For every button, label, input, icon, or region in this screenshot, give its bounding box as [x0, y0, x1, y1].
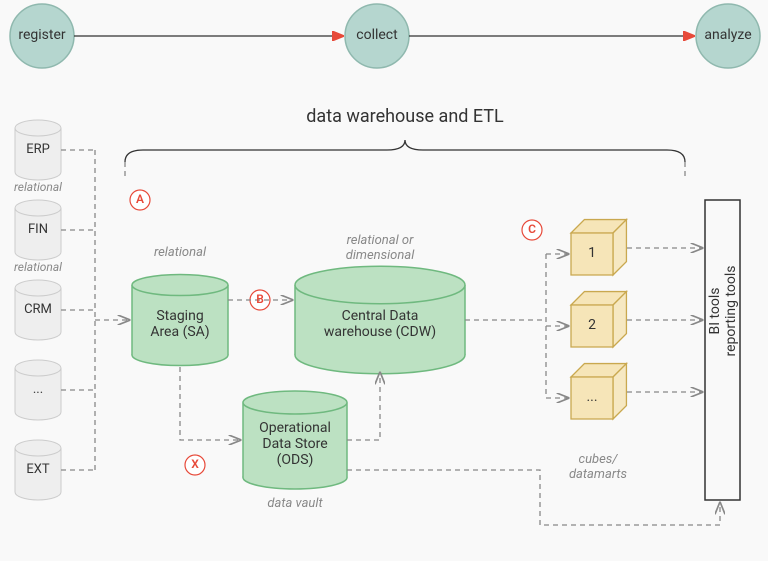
conn-sa-ods: [180, 367, 240, 440]
staging-area-label: Staging Area (SA): [122, 308, 238, 340]
cube-2-label: ...: [571, 389, 613, 405]
stage-register-label: register: [7, 27, 77, 43]
marker-b-label: B: [250, 292, 270, 306]
cube-0-label: 1: [571, 245, 613, 261]
operational-data-store-label: Operational Data Store (ODS): [233, 420, 357, 468]
cubes-caption: cubes/ datamarts: [548, 452, 648, 482]
conn-ods-bi: [347, 470, 720, 525]
source-fin-label: FIN: [13, 222, 63, 237]
operational-data-store: [243, 391, 347, 414]
source-fin-top: [15, 200, 61, 216]
source-erp-label: ERP: [13, 142, 63, 157]
source-...-top: [15, 360, 61, 376]
source-crm-label: CRM: [13, 302, 63, 317]
source-crm-top: [15, 280, 61, 296]
diagram-title: data warehouse and ETL: [205, 106, 605, 127]
brace: [125, 140, 685, 162]
source-erp-top: [15, 120, 61, 136]
marker-a-label: A: [130, 192, 150, 206]
stage-collect-label: collect: [342, 27, 412, 43]
marker-x-label: X: [185, 457, 205, 471]
central-data-warehouse: [295, 266, 465, 303]
cube-1-label: 2: [571, 317, 613, 333]
sa-caption: relational: [130, 245, 230, 260]
source-ext-top: [15, 440, 61, 456]
staging-area: [132, 274, 228, 295]
ods-caption: data vault: [235, 496, 355, 511]
source-erp-caption: relational: [3, 180, 73, 194]
source-fin-caption: relational: [3, 260, 73, 274]
source-ext-label: EXT: [13, 462, 63, 477]
source-...-label: ...: [13, 382, 63, 397]
stage-analyze-label: analyze: [693, 27, 763, 43]
bi-tools-label: BI tools reporting tools: [707, 256, 739, 366]
central-data-warehouse-label: Central Data warehouse (CDW): [285, 308, 475, 340]
marker-c-label: C: [522, 222, 542, 236]
cdw-caption: relational or dimensional: [305, 233, 455, 263]
